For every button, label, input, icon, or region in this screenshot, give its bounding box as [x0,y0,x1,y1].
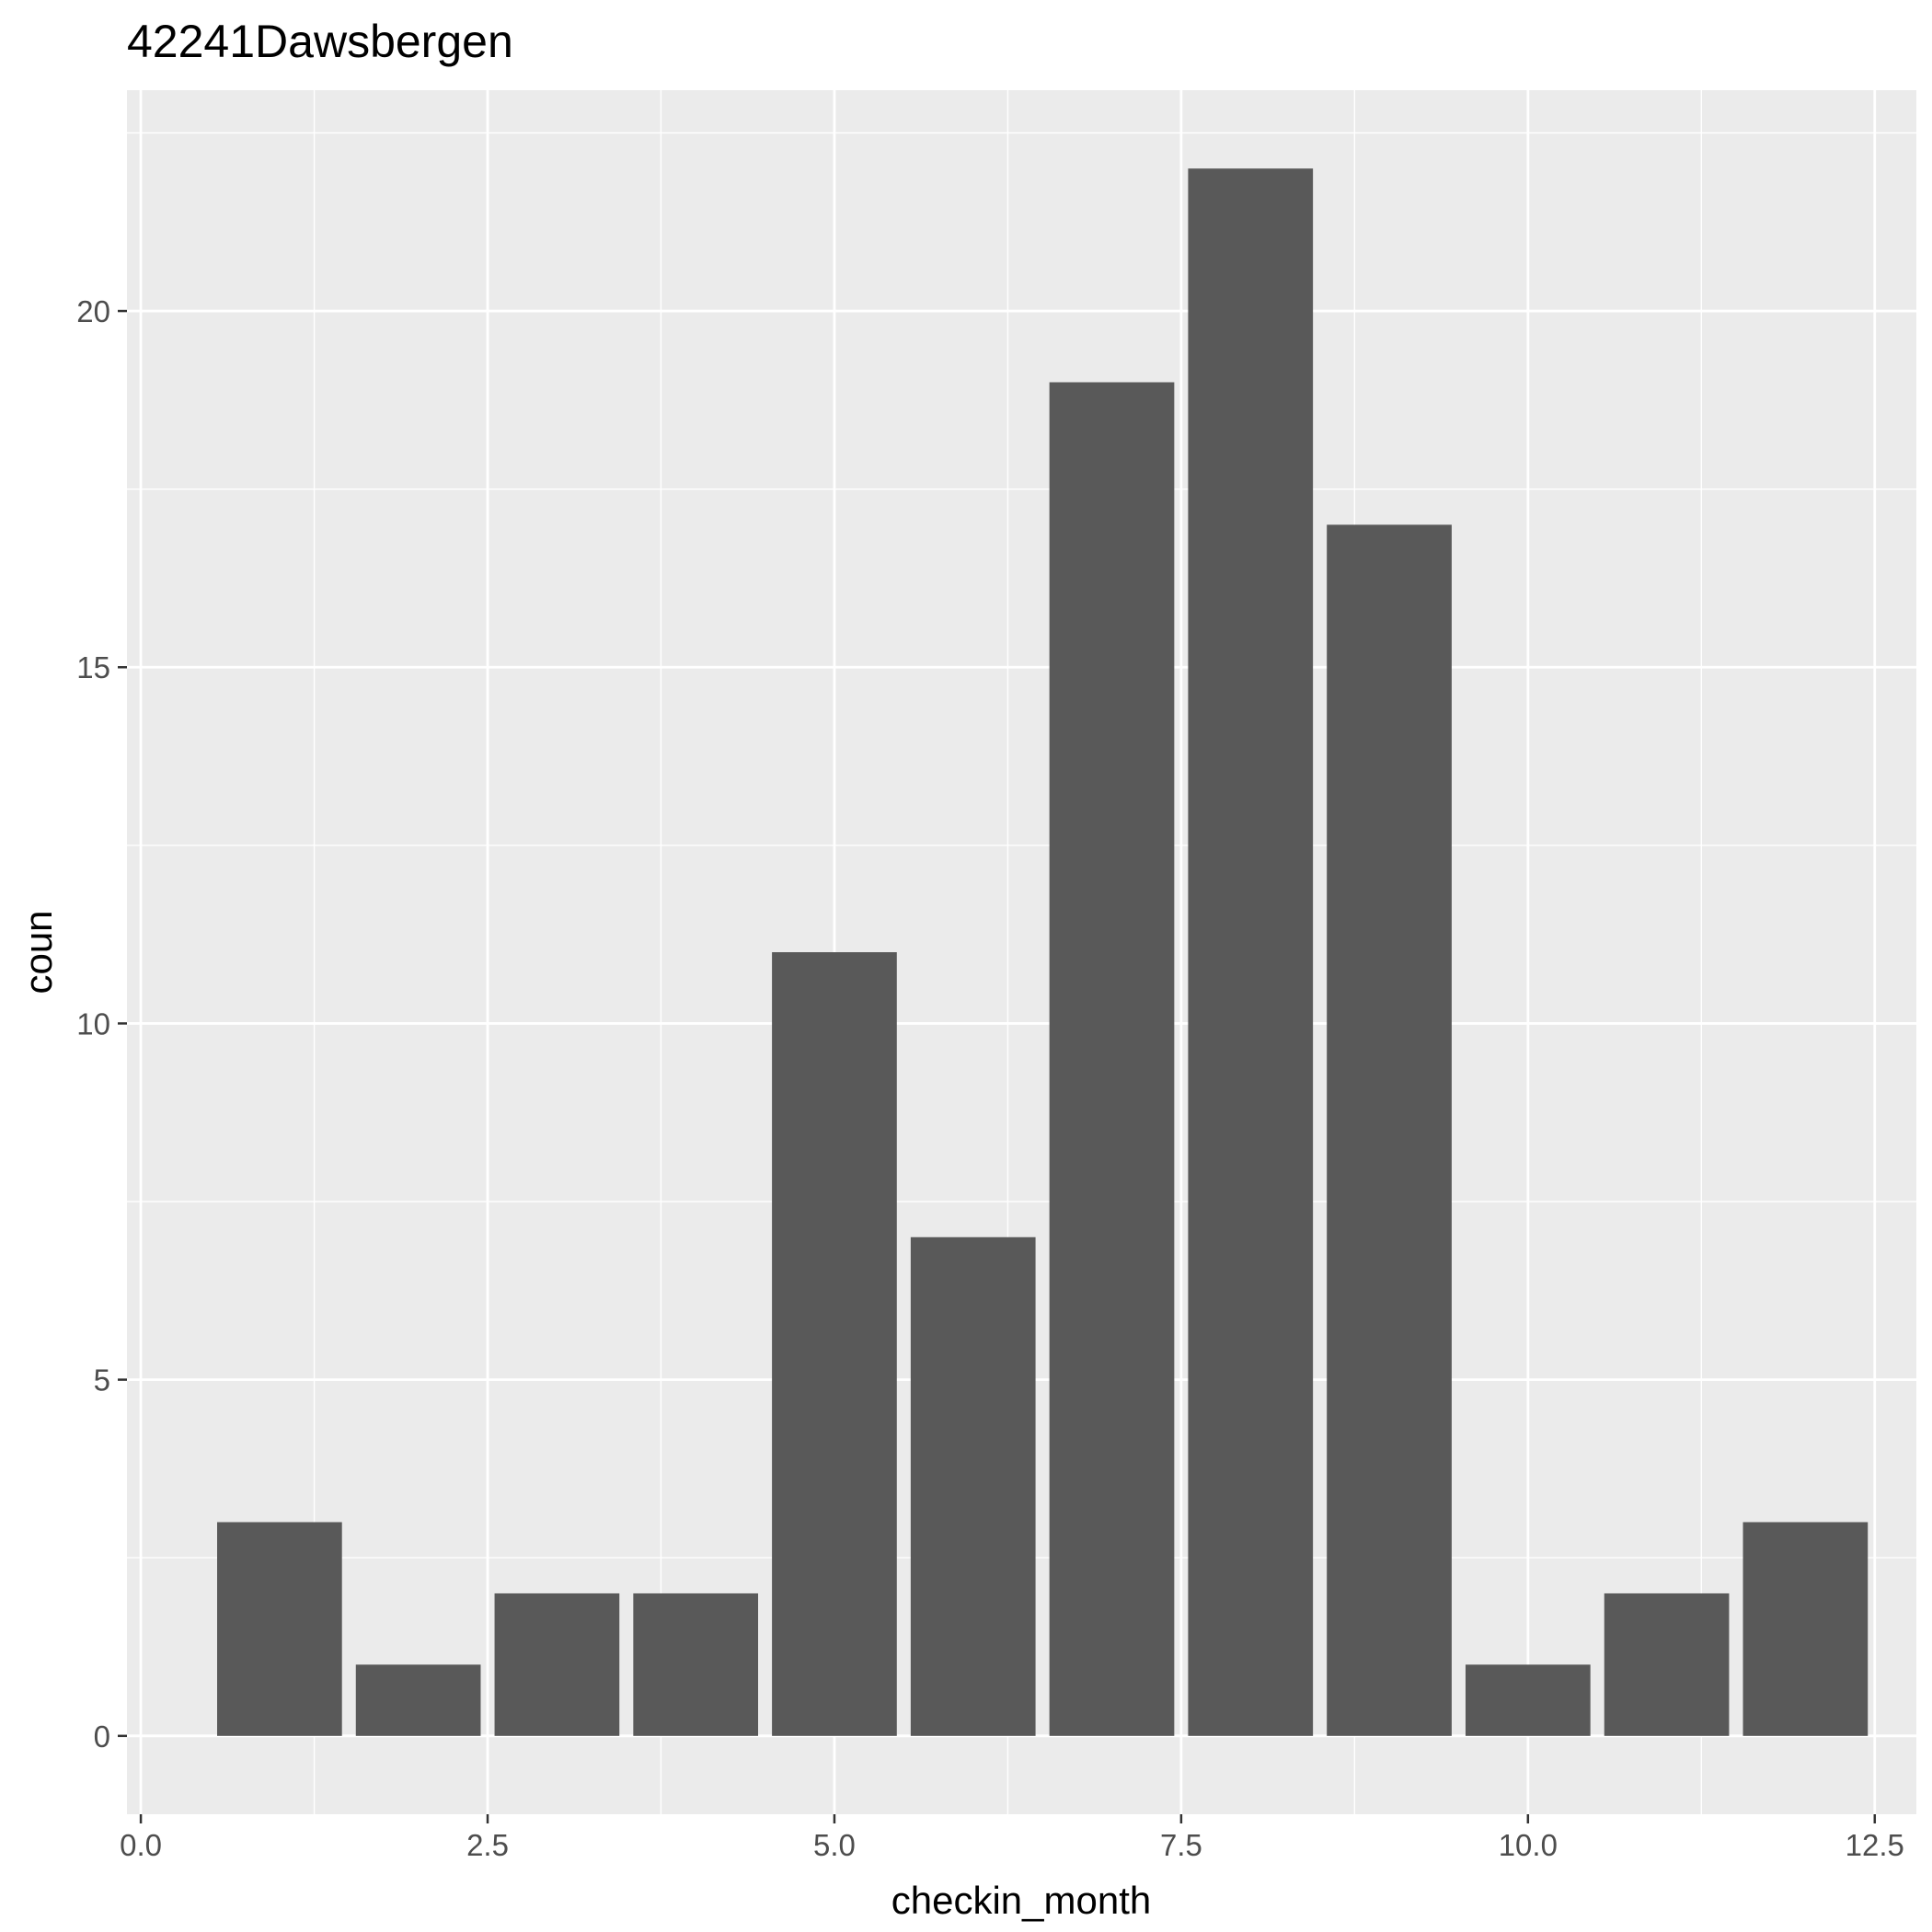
bar [217,1522,342,1736]
bar [910,1236,1036,1736]
bar [1742,1522,1869,1736]
y-tick-label: 5 [94,1363,110,1397]
y-tick-label: 10 [76,1006,110,1041]
y-tick-label: 20 [76,294,110,328]
bar [1604,1593,1730,1736]
y-axis: 0 5 10 15 20 [76,294,127,1754]
chart-title: 42241Dawsbergen [127,16,513,67]
bar [1049,382,1175,1736]
y-axis-label: coun [17,910,60,994]
x-tick-label: 2.5 [466,1828,509,1862]
bar [1327,524,1452,1736]
x-axis-label: checkin_month [891,1879,1152,1922]
y-tick-label: 15 [76,650,110,684]
bar [494,1593,620,1736]
x-tick-label: 12.5 [1846,1828,1904,1862]
x-axis: 0.0 2.5 5.0 7.5 10.0 12.5 [120,1814,1904,1862]
bars [217,168,1869,1736]
x-tick-label: 5.0 [813,1828,856,1862]
major-gridlines [127,90,1916,1814]
x-tick-label: 7.5 [1160,1828,1202,1862]
bar [355,1664,481,1736]
bar [772,952,897,1736]
bar [633,1593,759,1736]
y-tick-label: 0 [94,1719,110,1754]
bar [1465,1664,1591,1736]
x-tick-label: 0.0 [120,1828,162,1862]
bar [1188,168,1314,1736]
x-tick-label: 10.0 [1499,1828,1558,1862]
